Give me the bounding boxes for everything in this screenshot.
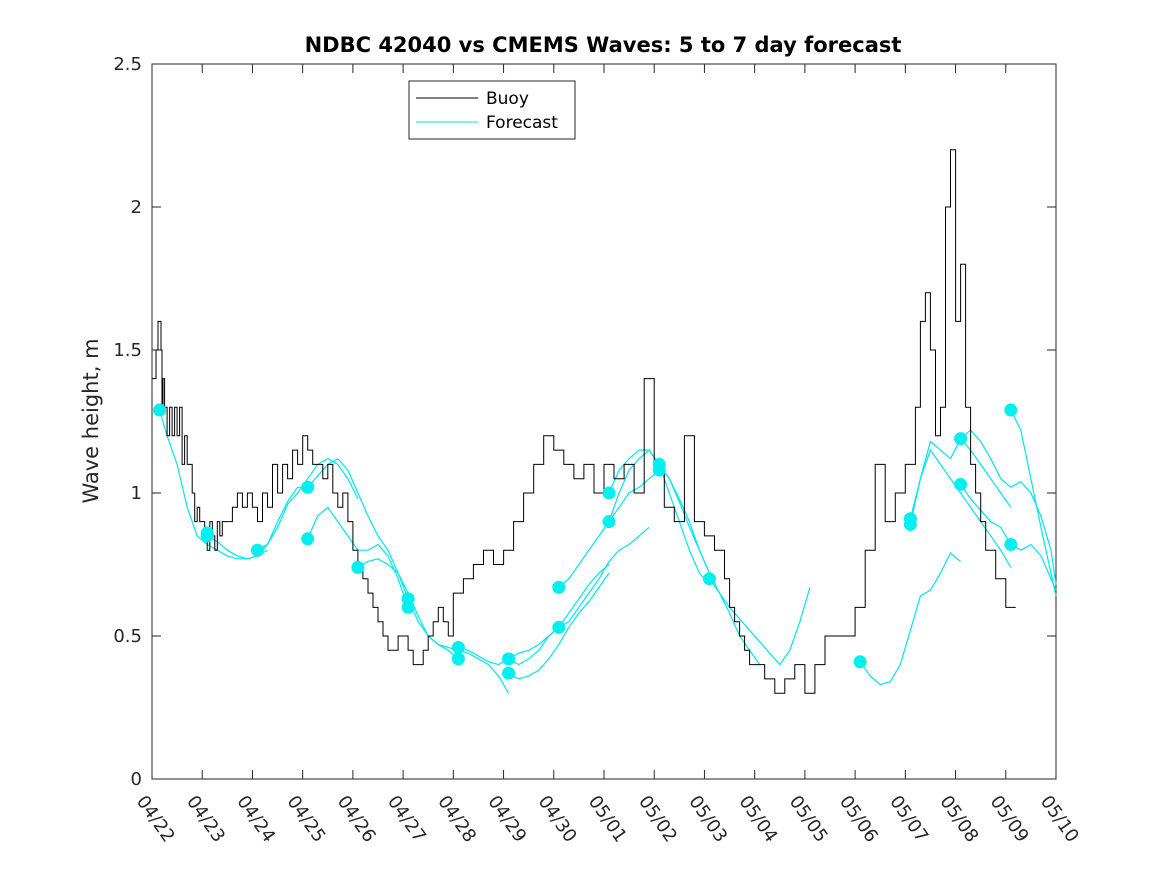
forecast-start-markers (153, 403, 1018, 680)
forecast-start-marker (451, 652, 465, 666)
legend: Buoy Forecast (408, 80, 576, 140)
x-tick-label: 05/04 (735, 792, 782, 847)
x-tick-label: 04/30 (534, 792, 581, 847)
forecast-line-9 (508, 572, 610, 680)
y-tick-label: 2.5 (113, 54, 142, 75)
buoy-series (152, 149, 1016, 694)
forecast-start-marker (200, 526, 214, 540)
forecast-line-22 (1010, 409, 1057, 597)
x-tick-label: 05/08 (935, 792, 982, 847)
forecast-line-18 (909, 448, 1012, 568)
y-tick-label: 2 (131, 197, 142, 218)
forecast-line-3 (257, 458, 359, 551)
x-tick-label: 04/28 (433, 792, 480, 847)
forecast-start-marker (451, 640, 465, 654)
x-tick-label: 05/09 (986, 792, 1033, 847)
buoy-line (152, 149, 1016, 694)
forecast-start-marker (903, 512, 917, 526)
forecast-start-marker (301, 532, 315, 546)
forecast-start-marker (250, 543, 264, 557)
y-tick-label: 1 (131, 483, 142, 504)
forecast-start-marker (1004, 537, 1018, 551)
x-tick-label: 05/03 (684, 792, 731, 847)
forecast-start-marker (552, 580, 566, 594)
forecast-start-marker (552, 620, 566, 634)
forecast-start-marker (954, 477, 968, 491)
x-tick-label: 04/29 (483, 792, 530, 847)
y-tick-label: 0.5 (113, 626, 142, 647)
forecast-line-17 (859, 552, 961, 686)
forecast-start-marker (502, 652, 516, 666)
x-tick-label: 04/26 (333, 792, 380, 847)
forecast-start-marker (153, 403, 167, 417)
x-tick-label: 04/24 (232, 792, 279, 847)
forecast-start-marker (351, 560, 365, 574)
forecast-line-4 (307, 457, 409, 600)
x-tick-label: 05/05 (785, 792, 832, 847)
x-tick-label: 05/02 (634, 792, 681, 847)
forecast-line-16 (709, 578, 811, 666)
forecast-start-marker (602, 515, 616, 529)
forecast-start-marker (502, 666, 516, 680)
forecast-line-21 (960, 429, 1057, 585)
legend-label-forecast: Forecast (486, 113, 558, 133)
x-tick-label: 04/23 (182, 792, 229, 847)
x-tick-label: 04/22 (132, 792, 179, 847)
x-tick-label: 05/07 (885, 792, 932, 847)
y-tick-label: 1.5 (113, 340, 142, 361)
plot-area (151, 63, 1057, 780)
y-axis-label: Wave height, m (79, 338, 103, 503)
y-tick-label: 0 (131, 769, 142, 790)
forecast-start-marker (702, 572, 716, 586)
chart-title: NDBC 42040 vs CMEMS Waves: 5 to 7 day fo… (305, 33, 902, 57)
y-axis: 0 0.5 1 1.5 2 2.5 (113, 54, 1056, 790)
x-tick-label: 05/06 (835, 792, 882, 847)
x-tick-label: 04/25 (283, 792, 330, 847)
x-tick-label: 05/10 (1036, 792, 1083, 847)
legend-box (408, 80, 576, 140)
forecast-start-marker (652, 463, 666, 477)
forecast-start-marker (1004, 403, 1018, 417)
forecast-line-11 (558, 526, 650, 628)
forecast-start-marker (853, 655, 867, 669)
forecast-start-marker (602, 486, 616, 500)
x-tick-label: 04/27 (383, 792, 430, 847)
forecast-start-marker (301, 480, 315, 494)
x-tick-label: 05/01 (584, 792, 631, 847)
legend-label-buoy: Buoy (486, 89, 529, 109)
forecast-start-marker (954, 432, 968, 446)
forecast-start-marker (401, 600, 415, 614)
